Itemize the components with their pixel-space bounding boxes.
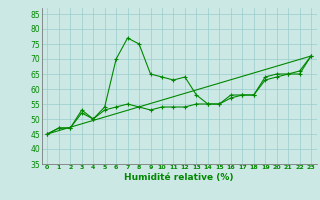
- X-axis label: Humidité relative (%): Humidité relative (%): [124, 173, 234, 182]
